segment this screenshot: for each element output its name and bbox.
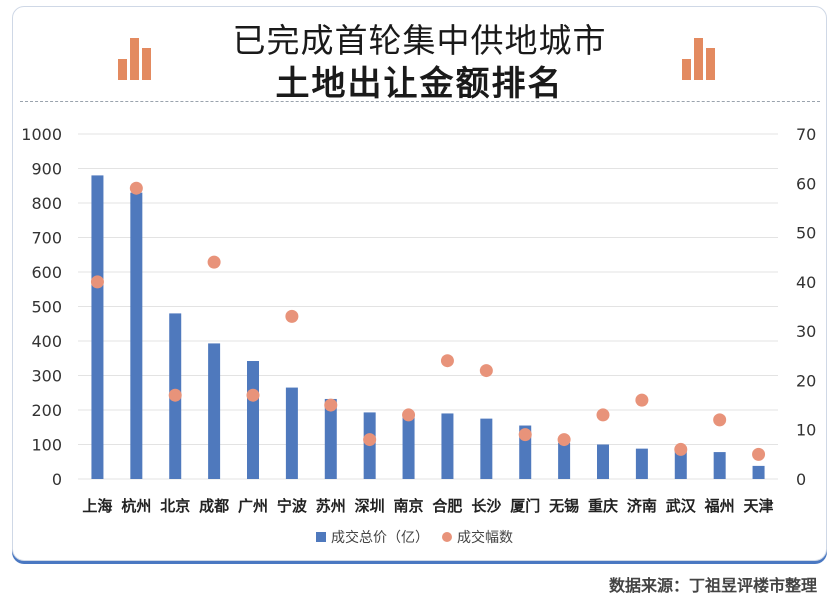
x-axis-label: 福州 [704,497,735,515]
scatter-point [90,275,104,289]
x-axis-label: 南京 [394,497,424,515]
x-axis-label: 武汉 [666,497,697,515]
x-axis-label: 成都 [199,497,229,515]
scatter-point [518,428,532,442]
chart-subtitle: 土地出让金额排名 [275,64,564,104]
right-axis-tick: 0 [796,470,806,489]
x-axis-label: 广州 [238,497,268,515]
legend-swatch-bar [316,532,326,542]
bar-chart-icon [118,34,158,80]
left-axis-tick: 600 [31,263,62,282]
right-axis-tick: 70 [796,125,816,144]
bar [597,444,609,479]
chart-card [12,6,827,561]
left-axis-tick: 400 [31,332,62,351]
right-axis-tick: 10 [796,421,816,440]
scatter-point [246,388,260,402]
bar [247,361,259,479]
legend-label-dot: 成交幅数 [457,529,513,546]
left-axis-tick: 300 [31,367,62,386]
left-axis-tick: 500 [31,298,62,317]
bar [558,442,571,479]
bar [713,452,726,479]
scatter-point [752,447,766,461]
left-axis-tick: 200 [31,401,62,420]
scatter-point [285,309,299,323]
x-axis-label: 无锡 [548,497,579,515]
scatter-point [596,408,610,422]
bar [285,387,298,479]
x-axis-label: 重庆 [588,497,618,515]
left-axis-tick: 800 [31,194,62,213]
x-axis-label: 深圳 [355,497,385,515]
scatter-point [207,255,221,269]
scatter-point [479,364,493,378]
left-axis-tick: 700 [31,229,62,248]
bar [752,465,765,479]
x-axis-label: 济南 [627,497,657,515]
scatter-point [557,433,571,447]
left-axis-tick: 900 [31,160,62,179]
legend-swatch-dot [442,532,452,542]
x-axis-label: 杭州 [121,497,151,515]
bar [635,448,648,479]
scatter-point [168,388,182,402]
scatter-point [324,398,338,412]
bar-chart-icon [682,34,722,80]
scatter-point [674,442,688,456]
scatter-point [440,354,454,368]
x-axis-label: 长沙 [471,497,501,515]
legend-label-bar: 成交总价（亿） [331,529,429,546]
chart-title: 已完成首轮集中供地城市 [232,21,607,60]
scatter-point [713,413,727,427]
x-axis-label: 厦门 [510,497,540,515]
bar [324,398,337,479]
right-axis-tick: 20 [796,371,816,390]
data-source: 数据来源：丁祖昱评楼市整理 [608,576,817,595]
right-axis-tick: 40 [796,273,816,292]
x-axis-label: 宁波 [277,497,308,515]
x-axis-label: 上海 [82,497,112,515]
left-axis-tick: 0 [52,470,62,489]
bar [441,413,454,479]
bar [208,343,221,479]
scatter-point [402,408,416,422]
scatter-point [363,433,377,447]
right-axis-tick: 30 [796,322,816,341]
scatter-point [635,393,649,407]
x-axis-label: 苏州 [316,497,346,515]
right-axis-tick: 50 [796,224,816,243]
left-axis-tick: 100 [31,436,62,455]
scatter-point [129,181,143,195]
right-axis-tick: 60 [796,174,816,193]
bar [91,175,104,479]
left-axis-tick: 1000 [21,125,62,144]
bar [130,192,143,479]
x-axis-label: 北京 [160,497,190,515]
x-axis-label: 合肥 [431,497,462,515]
bar [480,418,493,479]
x-axis-label: 天津 [744,497,774,515]
bar [674,448,687,479]
bar [402,416,415,479]
title-divider [20,101,820,102]
